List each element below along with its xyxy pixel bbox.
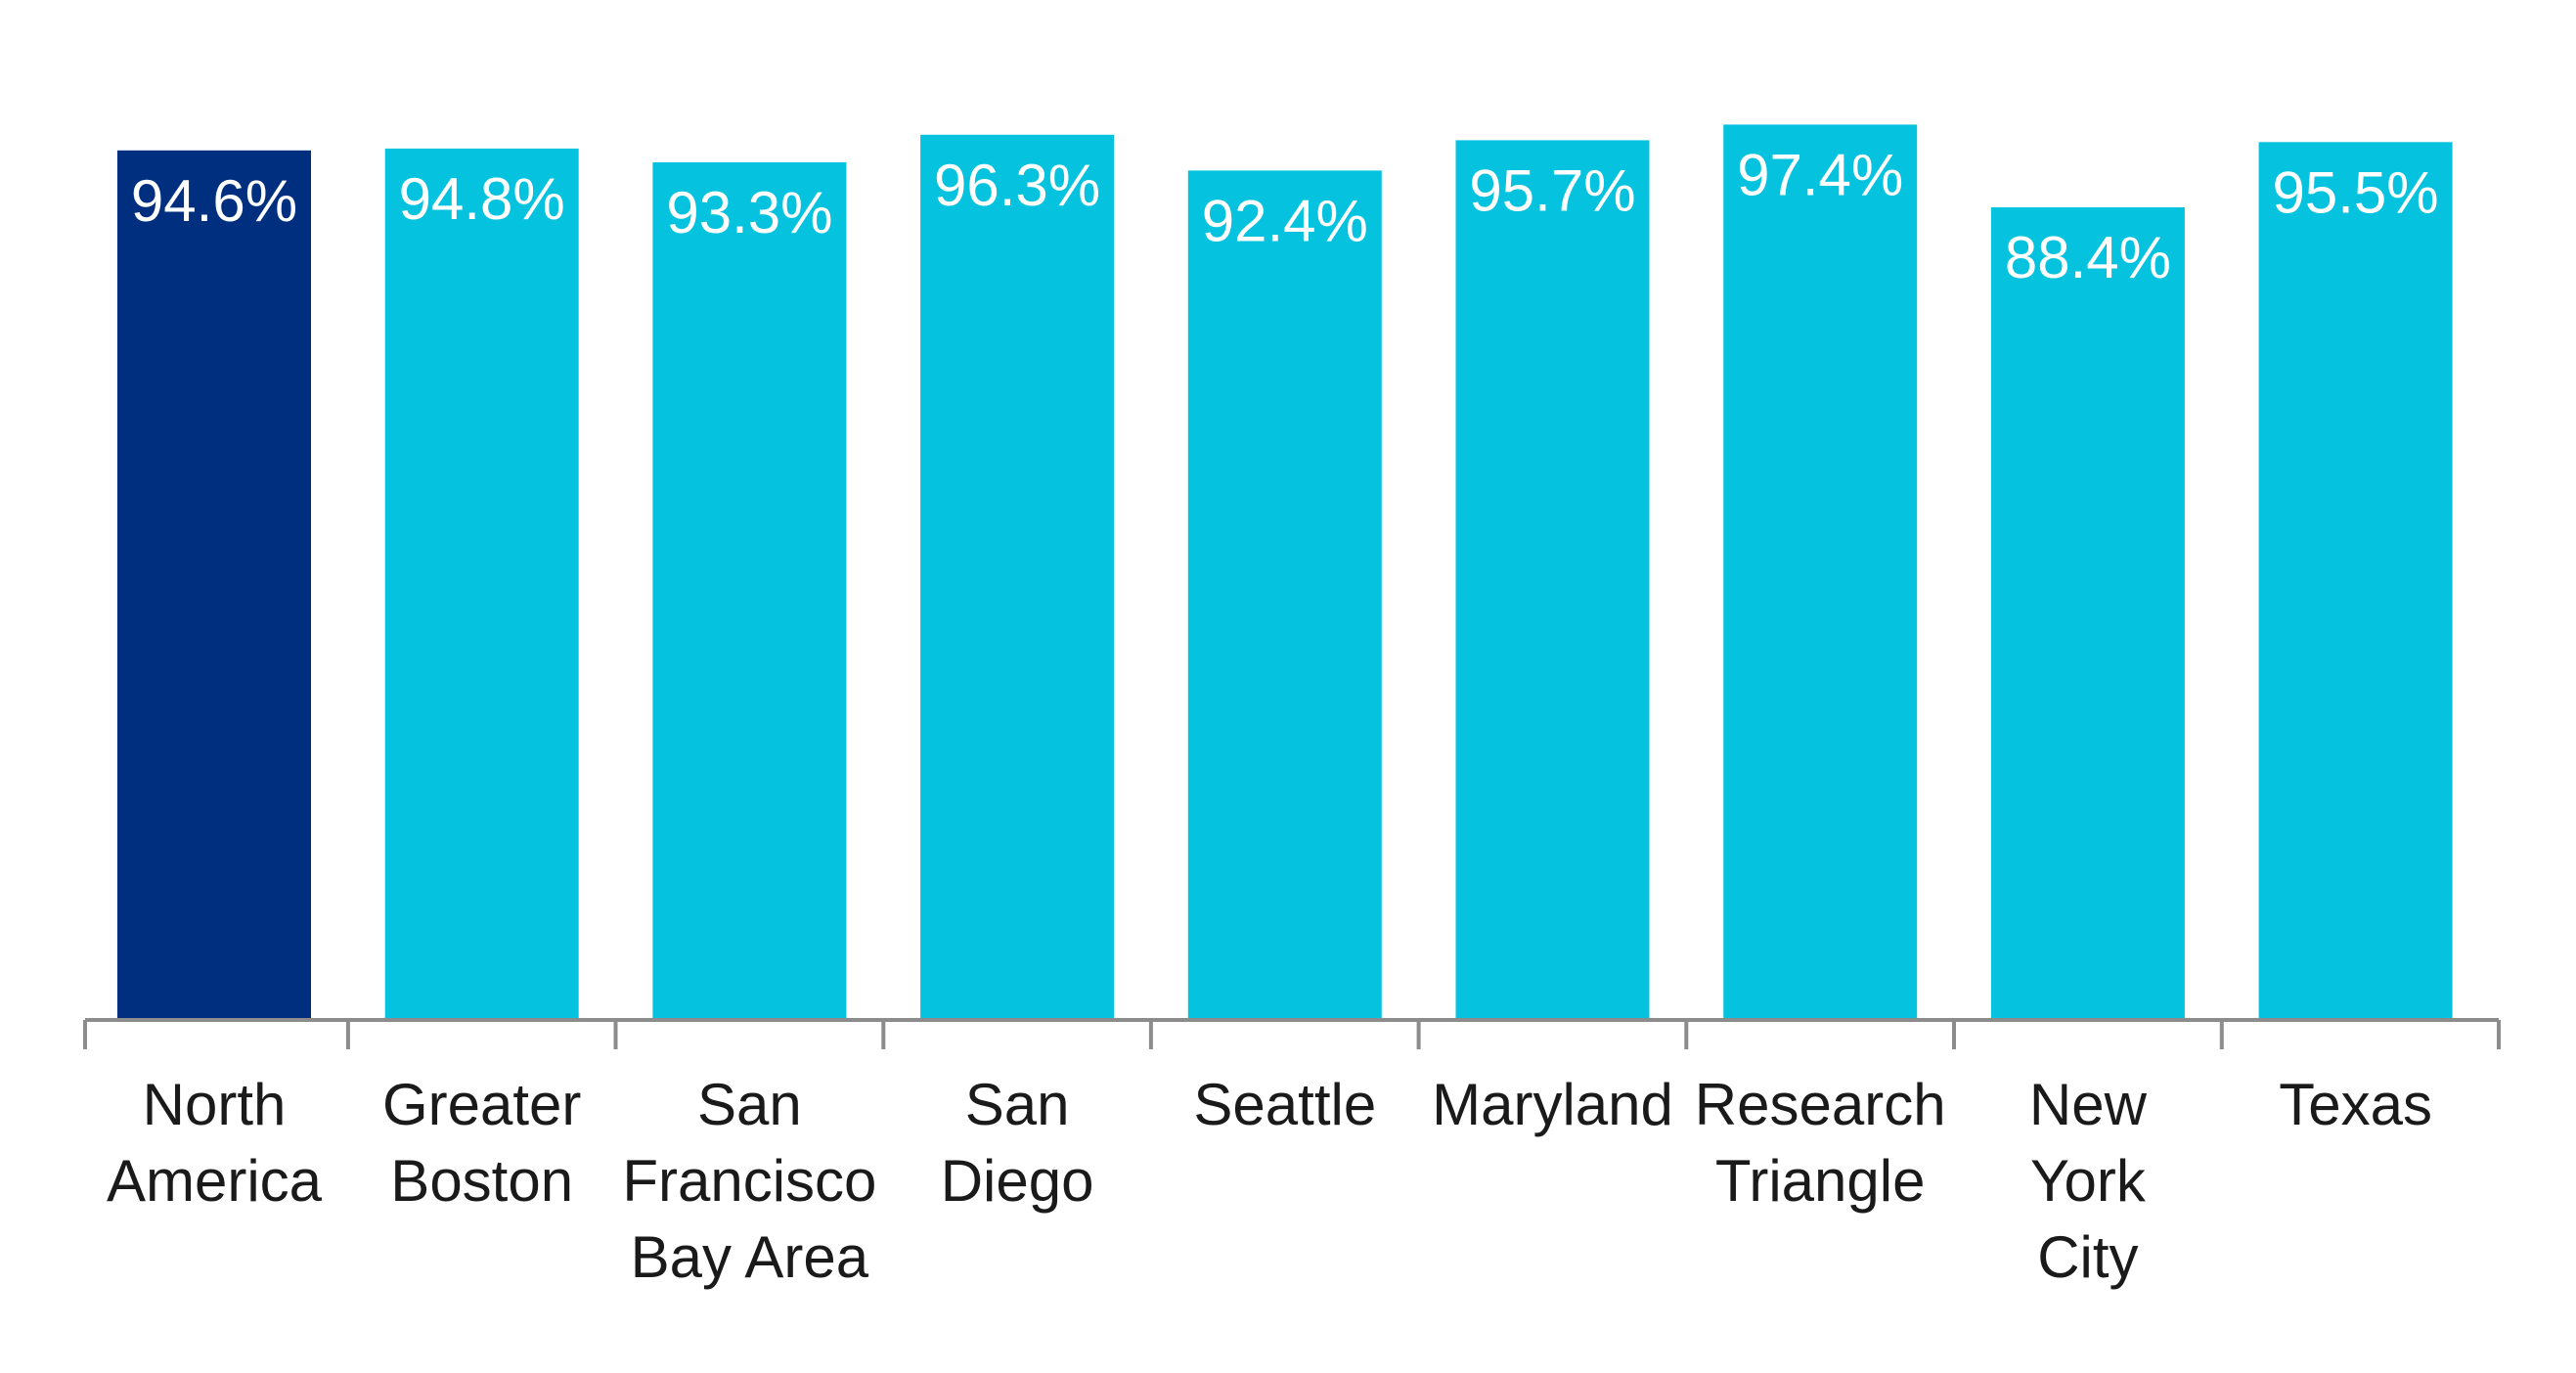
bar-data-label: 94.6% bbox=[131, 168, 297, 234]
category-label-line: Seattle bbox=[1193, 1072, 1376, 1137]
x-axis bbox=[83, 1018, 2501, 1049]
category-label: Greater Boston bbox=[382, 1072, 581, 1214]
bar-data-label: 96.3% bbox=[934, 153, 1100, 218]
bar-labels-layer: 94.6% 94.8% 93.3% 96.3% 92.4% 95.7% 97.4% 88.4%… bbox=[131, 142, 2439, 290]
bar-data-label: 88.4% bbox=[2005, 225, 2171, 290]
category-label: New York City bbox=[2029, 1072, 2148, 1290]
category-label-line: Francisco bbox=[622, 1148, 876, 1214]
category-label-line: Research bbox=[1695, 1072, 1946, 1137]
bar bbox=[384, 148, 579, 1020]
category-label-line: Maryland bbox=[1432, 1072, 1673, 1137]
category-label-line: Greater bbox=[382, 1072, 581, 1137]
bars-layer bbox=[117, 124, 2453, 1021]
bar bbox=[1723, 124, 1918, 1020]
category-label: North America bbox=[107, 1072, 323, 1214]
category-label: San Francisco Bay Area bbox=[622, 1072, 876, 1290]
category-label-line: San bbox=[697, 1072, 802, 1137]
category-label-line: Triangle bbox=[1715, 1148, 1926, 1214]
category-label-line: Texas bbox=[2279, 1072, 2432, 1137]
bar bbox=[117, 150, 311, 1021]
category-label-line: City bbox=[2037, 1224, 2138, 1290]
category-label-line: America bbox=[107, 1148, 323, 1214]
category-label-line: San bbox=[965, 1072, 1070, 1137]
category-label-line: Diego bbox=[941, 1148, 1094, 1214]
category-label: Research Triangle bbox=[1695, 1072, 1946, 1214]
bar bbox=[2258, 142, 2453, 1021]
bar-data-label: 94.8% bbox=[399, 166, 565, 232]
bar-data-label: 92.4% bbox=[1202, 188, 1368, 253]
bar bbox=[1187, 170, 1382, 1020]
category-label: Maryland bbox=[1432, 1072, 1673, 1137]
category-label-line: York bbox=[2030, 1148, 2147, 1214]
category-label: Texas bbox=[2279, 1072, 2432, 1137]
bar bbox=[920, 134, 1115, 1021]
category-label: San Diego bbox=[941, 1072, 1094, 1214]
bar-data-label: 95.7% bbox=[1469, 157, 1635, 223]
category-label-line: North bbox=[143, 1072, 287, 1137]
category-label-line: New bbox=[2029, 1072, 2148, 1137]
bar-data-label: 93.3% bbox=[666, 180, 832, 245]
category-label-line: Bay Area bbox=[631, 1224, 869, 1290]
category-label-line: Boston bbox=[390, 1148, 573, 1214]
bar bbox=[1455, 140, 1650, 1020]
bar-data-label: 95.5% bbox=[2273, 159, 2439, 225]
category-label: Seattle bbox=[1193, 1072, 1376, 1137]
bar bbox=[1990, 207, 2185, 1020]
category-labels-layer: North America Greater Boston San Francisco Bay… bbox=[107, 1072, 2432, 1290]
bar-data-label: 97.4% bbox=[1737, 142, 1903, 207]
bar bbox=[652, 162, 847, 1020]
